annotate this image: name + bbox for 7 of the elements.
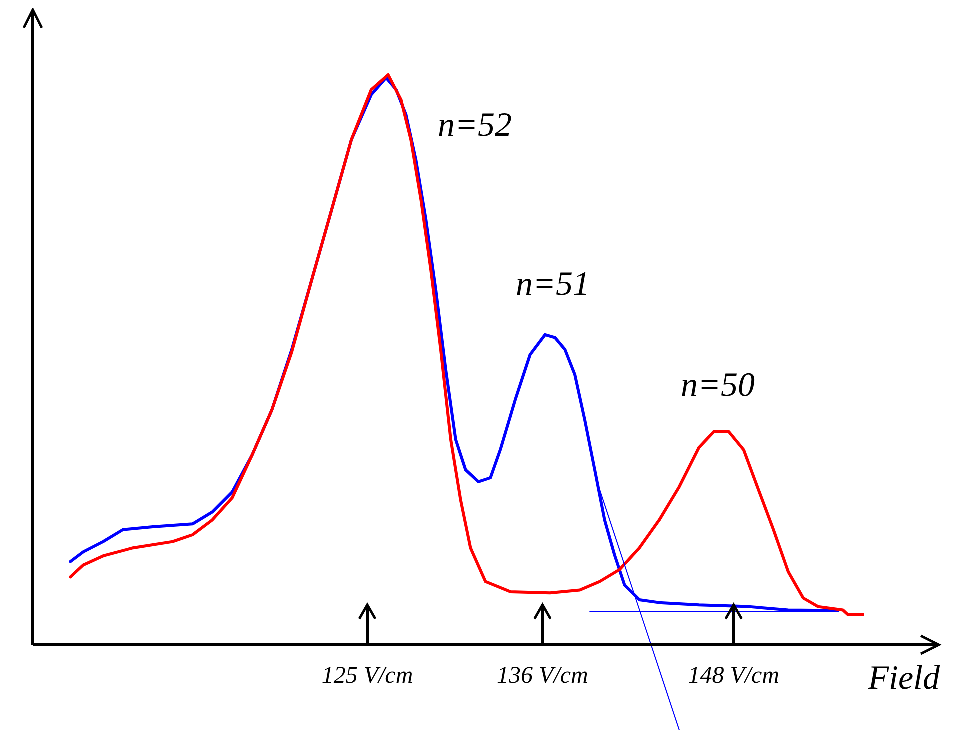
annotation: n=51	[516, 266, 590, 303]
x-tick-label: 125 V/cm	[322, 663, 414, 689]
x-tick-label: 136 V/cm	[497, 663, 588, 689]
annotation: n=50	[681, 366, 755, 404]
annotation: n=52	[438, 106, 512, 144]
x-tick-label: 148 V/cm	[688, 663, 780, 689]
x-axis-title: Field	[867, 660, 941, 697]
